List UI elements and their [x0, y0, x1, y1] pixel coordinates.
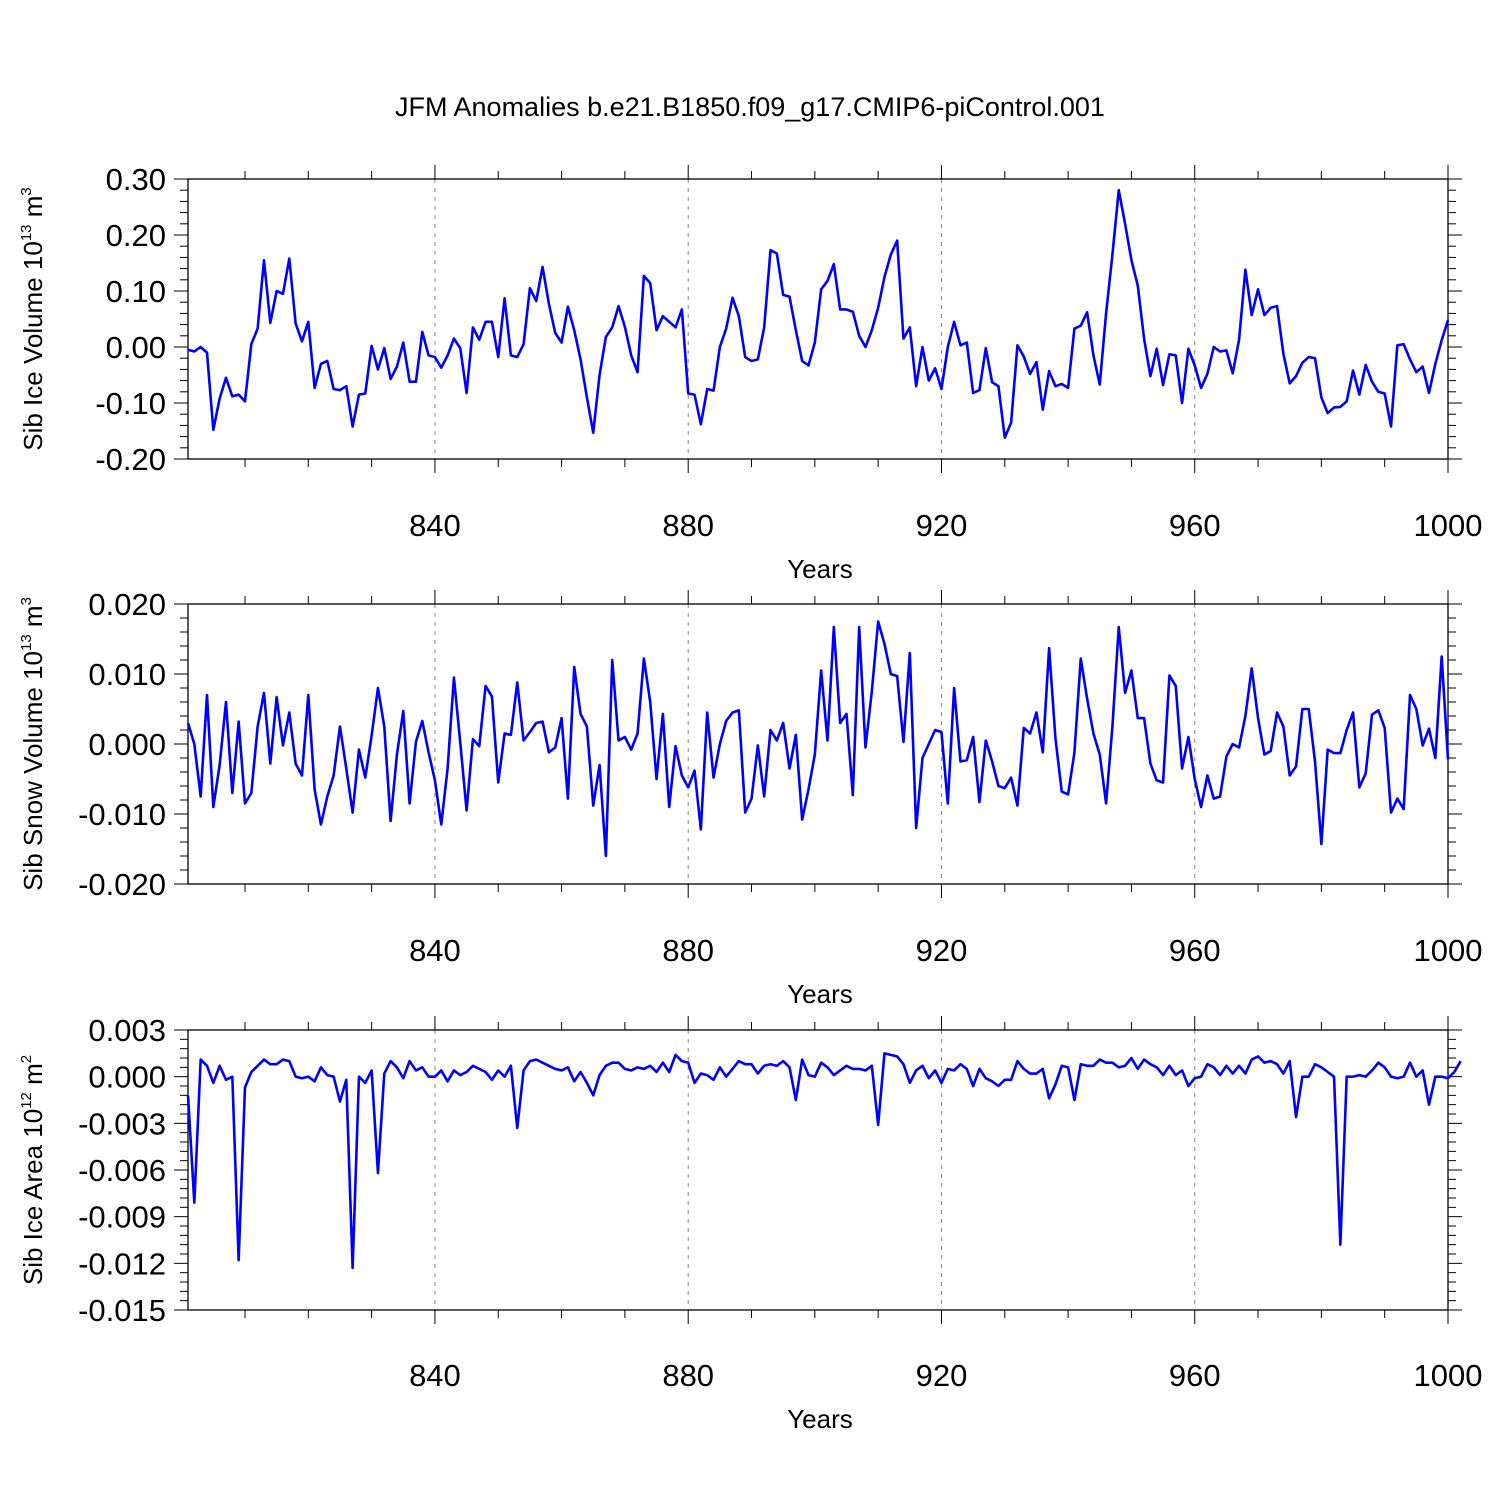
x-tick-label: 840: [409, 933, 461, 968]
y-tick-label: 0.003: [88, 1013, 166, 1048]
x-tick-label: 960: [1169, 508, 1221, 543]
plot-frame: [187, 178, 1449, 460]
y-tick-label: -0.20: [95, 442, 166, 477]
y-axis-label: Sib Ice Volume 1013 m3: [18, 187, 48, 451]
x-axis-label: Years: [787, 554, 853, 584]
x-tick-label: 840: [409, 1358, 461, 1393]
y-tick-label: 0.000: [88, 727, 166, 762]
y-axis-label: Sib Snow Volume 1013 m3: [18, 597, 48, 891]
y-tick-label: 0.020: [88, 587, 166, 622]
chart-panel-2: 840 880 920 960 1000 -0.020 -0.010 0.000 0.010 0.…: [18, 587, 1482, 1009]
x-tick-label: 920: [916, 1358, 968, 1393]
x-tick-label: 920: [916, 508, 968, 543]
chart-panel-1: 840 880 920 960 1000 -0.20 -0.10 0.00 0.10 0.20 0.…: [18, 162, 1482, 584]
x-tick-label: 960: [1169, 933, 1221, 968]
x-tick-label: 1000: [1414, 1358, 1483, 1393]
y-tick-label: -0.020: [78, 867, 166, 902]
x-tick-label: 1000: [1414, 933, 1483, 968]
x-tick-label: 840: [409, 508, 461, 543]
x-tick-label: 880: [662, 508, 714, 543]
y-tick-label: -0.012: [78, 1246, 166, 1281]
y-tick-label: 0.00: [106, 330, 166, 365]
y-tick-label: -0.003: [78, 1106, 166, 1141]
series-line-1: [187, 188, 1450, 440]
y-tick-label: 0.30: [106, 162, 166, 197]
plot-frame: [187, 603, 1449, 885]
x-tick-label: 920: [916, 933, 968, 968]
y-axis-label: Sib Ice Area 1012 m2: [18, 1055, 48, 1285]
x-tick-label: 1000: [1414, 508, 1483, 543]
chart-panels: 840 880 920 960 1000 -0.20 -0.10 0.00 0.10 0.20 0.…: [18, 162, 1482, 1434]
figure-title: JFM Anomalies b.e21.B1850.f09_g17.CMIP6-…: [395, 92, 1105, 122]
y-tick-label: -0.10: [95, 386, 166, 421]
y-tick-label: 0.20: [106, 218, 166, 253]
chart-panel-3: 840 880 920 960 1000 -0.015 -0.012 -0.009 -0.006…: [18, 1013, 1482, 1434]
y-tick-label: 0.010: [88, 657, 166, 692]
y-tick-label: 0.10: [106, 274, 166, 309]
y-tick-label: 0.000: [88, 1060, 166, 1095]
y-tick-label: -0.006: [78, 1153, 166, 1188]
y-tick-label: -0.015: [78, 1293, 166, 1328]
series-line-1: [186, 1052, 1462, 1270]
y-tick-label: -0.009: [78, 1200, 166, 1235]
x-axis-label: Years: [787, 1404, 853, 1434]
x-tick-label: 880: [662, 1358, 714, 1393]
x-axis-label: Years: [787, 979, 853, 1009]
y-tick-label: -0.010: [78, 797, 166, 832]
x-tick-label: 960: [1169, 1358, 1221, 1393]
x-tick-label: 880: [662, 933, 714, 968]
series-line-1: [186, 620, 1450, 858]
